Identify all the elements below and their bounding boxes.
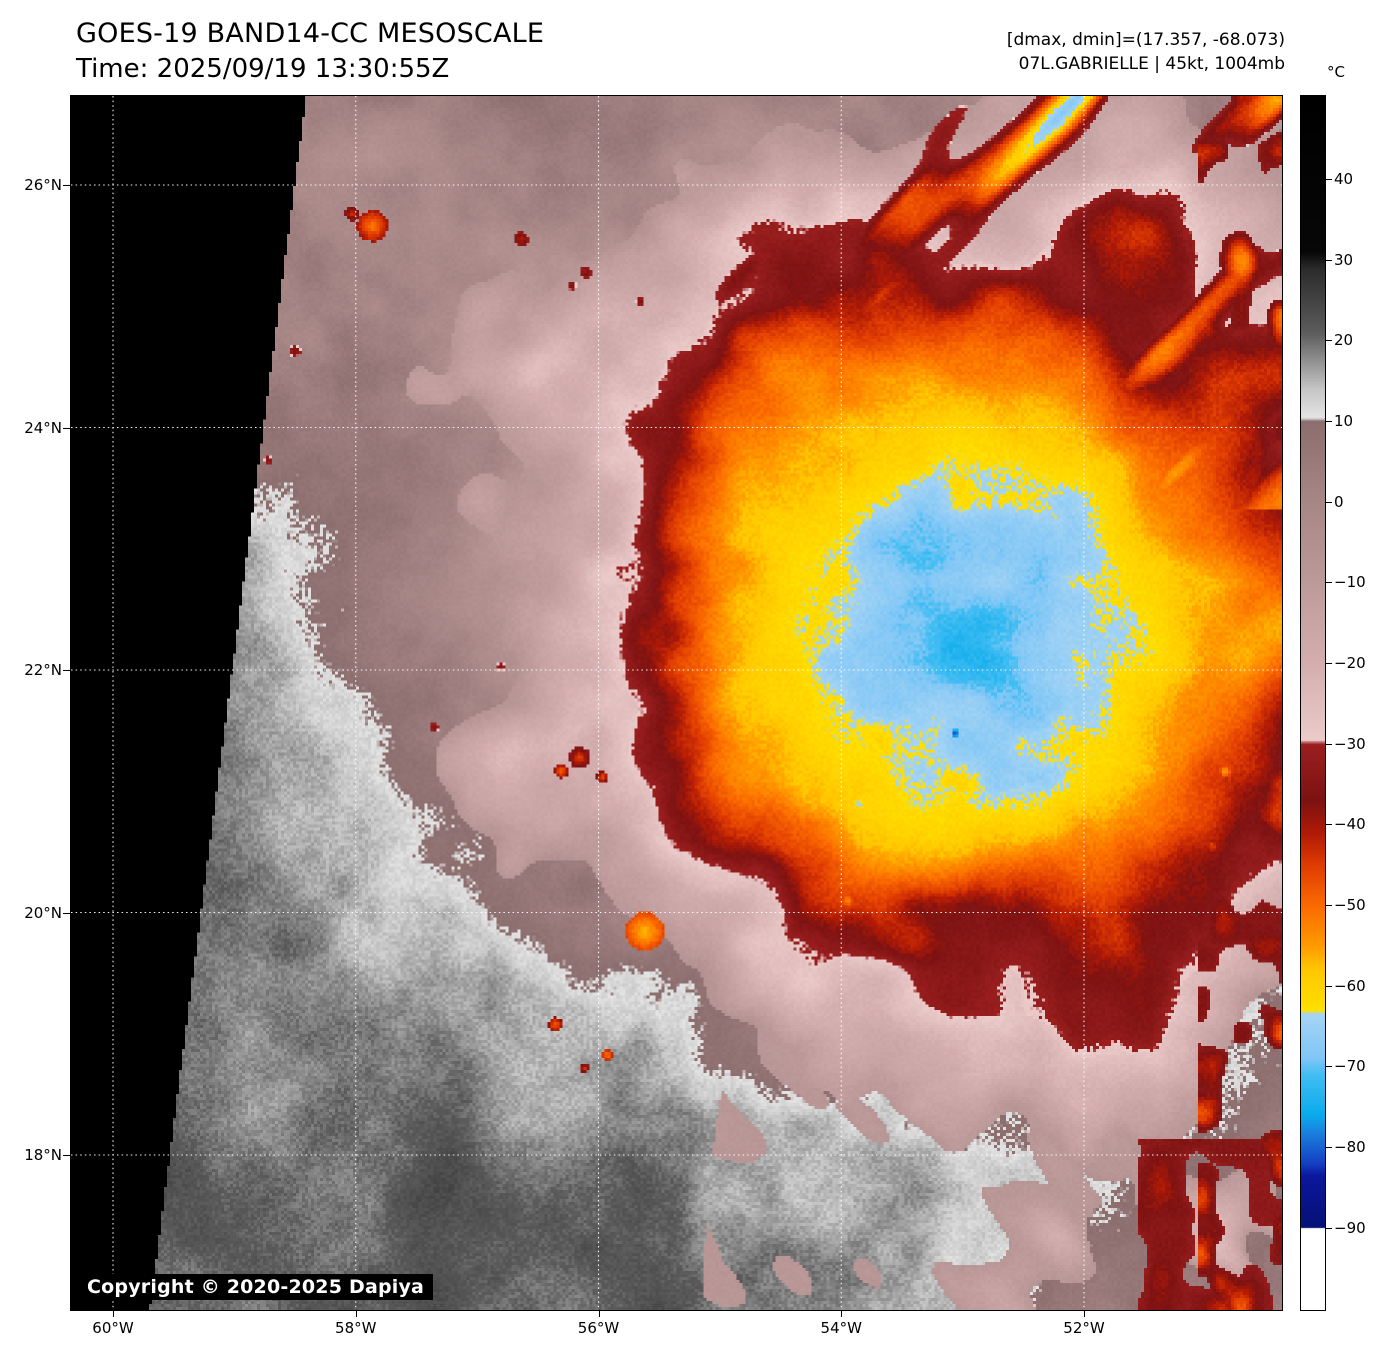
copyright-label: Copyright © 2020-2025 Dapiya	[78, 1274, 434, 1300]
colorbar-tick-label: 10	[1334, 412, 1354, 430]
lat-tick-mark	[63, 428, 70, 429]
colorbar-tick-label: −80	[1334, 1138, 1366, 1156]
colorbar-tick-label: 30	[1334, 251, 1354, 269]
lat-axis-label: 24°N	[24, 418, 62, 437]
colorbar-tick-label: 20	[1334, 331, 1354, 349]
colorbar-tick-mark	[1326, 502, 1332, 503]
lon-tick-mark	[356, 1311, 357, 1317]
colorbar-tick-mark	[1326, 582, 1332, 583]
colorbar-tick-label: −50	[1334, 896, 1366, 914]
colorbar-tick-label: −10	[1334, 573, 1366, 591]
storm-info-label: 07L.GABRIELLE | 45kt, 1004mb	[1018, 54, 1285, 74]
colorbar-tick-label: −40	[1334, 815, 1366, 833]
lat-tick-mark	[63, 185, 70, 186]
colorbar-tick-mark	[1326, 179, 1332, 180]
colorbar	[1300, 95, 1326, 1311]
timestamp-label: Time: 2025/09/19 13:30:55Z	[76, 54, 450, 84]
lon-axis-label: 58°W	[335, 1319, 377, 1337]
dmax-dmin-readout: [dmax, dmin]=(17.357, -68.073)	[1006, 30, 1285, 50]
colorbar-tick-mark	[1326, 421, 1332, 422]
lat-axis-label: 22°N	[24, 661, 62, 679]
lon-tick-mark	[1084, 1311, 1085, 1317]
colorbar-canvas	[1301, 96, 1325, 1310]
colorbar-tick-mark	[1326, 340, 1332, 341]
colorbar-unit-label: °C	[1327, 63, 1345, 81]
colorbar-tick-mark	[1326, 986, 1332, 987]
lat-tick-mark	[63, 1155, 70, 1156]
colorbar-tick-label: −70	[1334, 1057, 1366, 1075]
lon-axis-label: 54°W	[820, 1319, 862, 1337]
lon-tick-mark	[841, 1311, 842, 1317]
colorbar-tick-label: −30	[1334, 735, 1366, 753]
lon-axis-label: 56°W	[577, 1319, 620, 1337]
colorbar-tick-mark	[1326, 663, 1332, 664]
colorbar-tick-mark	[1326, 744, 1332, 745]
page-title: GOES-19 BAND14-CC MESOSCALE	[76, 18, 545, 49]
lat-axis-label: 26°N	[24, 176, 62, 194]
lon-axis-label: 60°W	[92, 1319, 134, 1337]
lon-axis-label: 52°W	[1063, 1319, 1105, 1337]
colorbar-tick-mark	[1326, 260, 1332, 261]
satellite-map: Copyright © 2020-2025 Dapiya	[70, 95, 1283, 1311]
colorbar-tick-mark	[1326, 905, 1332, 906]
satellite-imagery-canvas	[71, 96, 1282, 1310]
lat-tick-mark	[63, 913, 70, 914]
lon-tick-mark	[599, 1311, 600, 1317]
lat-axis-label: 18°N	[24, 1146, 62, 1164]
colorbar-tick-label: −20	[1334, 654, 1366, 672]
colorbar-tick-label: 40	[1334, 170, 1354, 188]
colorbar-tick-mark	[1326, 1228, 1332, 1229]
lat-axis-label: 20°N	[24, 903, 62, 922]
colorbar-tick-label: −60	[1334, 977, 1366, 995]
lon-tick-mark	[113, 1311, 114, 1317]
colorbar-tick-mark	[1326, 824, 1332, 825]
colorbar-tick-label: 0	[1334, 493, 1344, 511]
colorbar-tick-label: −90	[1334, 1219, 1366, 1237]
lat-tick-mark	[63, 670, 70, 671]
colorbar-tick-mark	[1326, 1066, 1332, 1067]
colorbar-tick-mark	[1326, 1147, 1332, 1148]
latlon-grid	[71, 96, 1282, 1310]
